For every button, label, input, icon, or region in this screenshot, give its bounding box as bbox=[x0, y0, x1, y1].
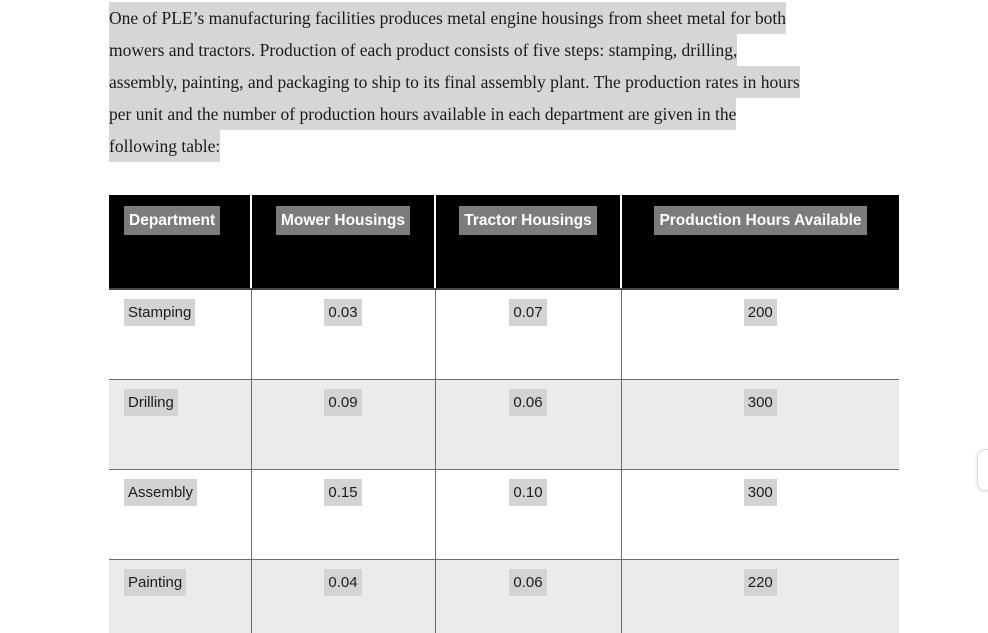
cell-department: Painting bbox=[109, 558, 252, 633]
selected-text: 300 bbox=[743, 478, 777, 506]
selected-text: One of PLE’s manufacturing facilities pr… bbox=[109, 2, 786, 34]
cell-mower-value: 0.04 bbox=[250, 558, 436, 633]
cell-hours-value: 300 bbox=[620, 468, 899, 560]
table-header-row: Department Mower Housings Tractor Housin… bbox=[109, 195, 899, 290]
column-header-department: Department bbox=[109, 195, 251, 290]
selected-text: assembly, painting, and packaging to shi… bbox=[109, 66, 800, 98]
selected-text: Drilling bbox=[124, 388, 178, 416]
selected-text: Painting bbox=[124, 568, 187, 596]
cell-tractor-value: 0.06 bbox=[434, 558, 622, 633]
column-header-production-hours: Production Hours Available bbox=[620, 195, 899, 290]
cell-department: Drilling bbox=[109, 378, 252, 470]
selected-text: 220 bbox=[743, 568, 777, 596]
selected-text: Assembly bbox=[124, 478, 198, 506]
selected-text: 0.10 bbox=[509, 478, 547, 506]
selected-text: 300 bbox=[743, 388, 777, 416]
problem-statement-line: following table: bbox=[109, 130, 800, 162]
selected-text: 0.06 bbox=[509, 568, 547, 596]
cell-department: Assembly bbox=[109, 468, 252, 560]
cell-mower-value: 0.03 bbox=[250, 288, 436, 380]
production-table: Department Mower Housings Tractor Housin… bbox=[109, 195, 899, 633]
problem-statement-line: mowers and tractors. Production of each … bbox=[109, 34, 800, 66]
selected-text: per unit and the number of production ho… bbox=[109, 98, 737, 130]
side-panel-handle[interactable] bbox=[977, 449, 988, 491]
cell-hours-value: 220 bbox=[620, 558, 899, 633]
selected-text: 0.07 bbox=[509, 299, 547, 326]
selected-text: 0.06 bbox=[509, 388, 547, 416]
selected-text: Department bbox=[124, 206, 221, 235]
selected-text: mowers and tractors. Production of each … bbox=[109, 34, 738, 66]
selected-text: 0.09 bbox=[324, 388, 362, 416]
cell-mower-value: 0.15 bbox=[250, 468, 436, 560]
table-row-stamping: Stamping 0.03 0.07 200 bbox=[109, 288, 899, 380]
table-row-painting: Painting 0.04 0.06 220 bbox=[109, 558, 899, 633]
cell-tractor-value: 0.07 bbox=[434, 288, 622, 380]
selected-text: Stamping bbox=[124, 299, 196, 326]
problem-statement-line: assembly, painting, and packaging to shi… bbox=[109, 66, 800, 98]
cell-hours-value: 300 bbox=[620, 378, 899, 470]
selected-text: 0.03 bbox=[324, 299, 362, 326]
cell-department: Stamping bbox=[109, 288, 252, 380]
problem-statement: One of PLE’s manufacturing facilities pr… bbox=[109, 2, 800, 162]
column-header-mower-housings: Mower Housings bbox=[250, 195, 435, 290]
column-header-tractor-housings: Tractor Housings bbox=[434, 195, 621, 290]
cell-mower-value: 0.09 bbox=[250, 378, 436, 470]
cell-tractor-value: 0.06 bbox=[434, 378, 622, 470]
cell-hours-value: 200 bbox=[620, 288, 899, 380]
selected-text: 200 bbox=[743, 299, 777, 326]
selected-text: 0.15 bbox=[324, 478, 362, 506]
selected-text: Mower Housings bbox=[275, 206, 410, 235]
selected-text: Production Hours Available bbox=[654, 206, 867, 235]
problem-statement-line: One of PLE’s manufacturing facilities pr… bbox=[109, 2, 800, 34]
selected-text: following table: bbox=[109, 130, 221, 162]
cell-tractor-value: 0.10 bbox=[434, 468, 622, 560]
table-row-assembly: Assembly 0.15 0.10 300 bbox=[109, 468, 899, 560]
table-row-drilling: Drilling 0.09 0.06 300 bbox=[109, 378, 899, 470]
problem-statement-line: per unit and the number of production ho… bbox=[109, 98, 800, 130]
selected-text: Tractor Housings bbox=[459, 206, 597, 235]
selected-text: 0.04 bbox=[324, 568, 362, 596]
